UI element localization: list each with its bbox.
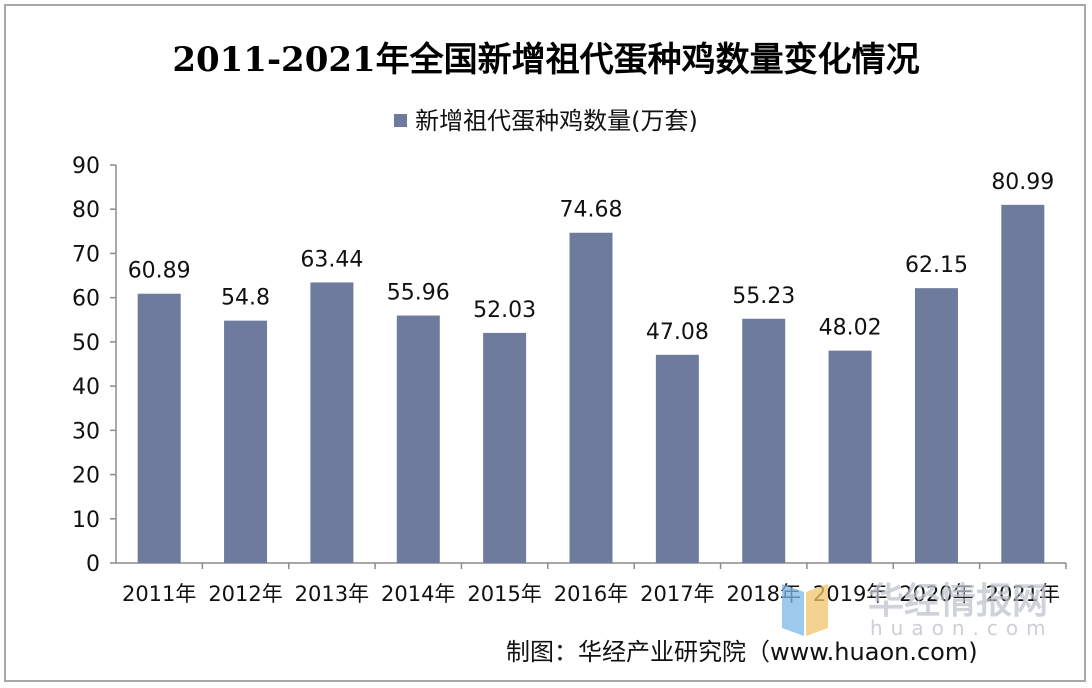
y-tick-label: 40 (72, 375, 100, 400)
bar (914, 288, 958, 563)
data-label: 60.89 (128, 259, 191, 284)
data-label: 48.02 (819, 316, 882, 341)
y-tick-label: 50 (72, 331, 100, 356)
watermark: 华经情报网 huaon.com (778, 572, 1058, 652)
y-tick-label: 10 (72, 508, 100, 533)
source-credit: 制图：华经产业研究院（www.huaon.com) (506, 638, 978, 666)
bar (396, 315, 440, 563)
x-tick-label: 2012年 (208, 582, 282, 606)
bar (569, 232, 613, 563)
bar (137, 293, 181, 563)
data-label: 63.44 (300, 247, 363, 272)
x-tick-label: 2021年 (986, 582, 1060, 606)
chart-frame (4, 4, 1086, 682)
legend-label: 新增祖代蛋种鸡数量(万套) (415, 107, 698, 135)
y-tick-label: 90 (72, 154, 100, 179)
x-tick-label: 2017年 (640, 582, 714, 606)
x-tick-label: 2020年 (899, 582, 973, 606)
x-tick-label: 2016年 (554, 582, 628, 606)
y-tick-label: 30 (72, 419, 100, 444)
data-label: 80.99 (991, 170, 1054, 195)
bar (828, 350, 872, 563)
x-tick-label: 2014年 (381, 582, 455, 606)
x-tick-label: 2013年 (295, 582, 369, 606)
bar (742, 318, 786, 563)
data-label: 62.15 (905, 253, 968, 278)
chart-legend: 新增祖代蛋种鸡数量(万套) (0, 101, 1092, 136)
data-label: 55.96 (387, 281, 450, 306)
bar (483, 332, 527, 563)
watermark-text: 华经情报网 (868, 581, 1049, 622)
y-tick-label: 60 (72, 287, 100, 312)
y-tick-label: 70 (72, 242, 100, 267)
watermark-subtext: huaon.com (870, 616, 1054, 640)
y-tick-label: 80 (72, 198, 100, 223)
bar (310, 282, 354, 563)
data-label: 74.68 (560, 198, 623, 223)
legend-swatch (394, 114, 408, 127)
watermark-logo-icon (782, 584, 828, 636)
y-tick-label: 0 (86, 552, 100, 577)
y-tick-label: 20 (72, 464, 100, 489)
chart-title: 2011-2021年全国新增祖代蛋种鸡数量变化情况 (172, 40, 920, 80)
bar (655, 354, 699, 563)
data-label: 54.8 (221, 286, 270, 311)
x-tick-label: 2011年 (122, 582, 196, 606)
data-label: 47.08 (646, 320, 709, 345)
data-label: 55.23 (732, 284, 795, 309)
bar (224, 320, 268, 563)
x-tick-label: 2015年 (467, 582, 541, 606)
bar (1001, 204, 1045, 563)
data-label: 52.03 (473, 298, 536, 323)
